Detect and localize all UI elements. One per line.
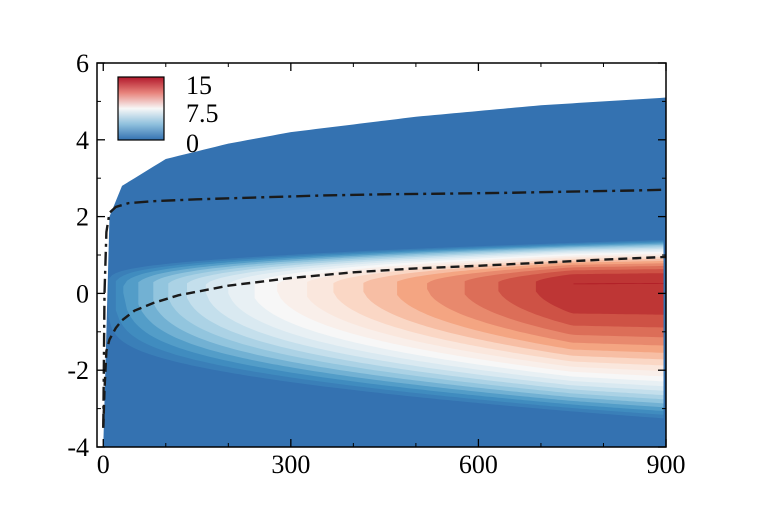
series-lines (102, 188, 666, 428)
dash-dot-series-line (102, 188, 666, 428)
y-tick-label: 2 (76, 203, 89, 232)
y-tick-label: -2 (67, 356, 89, 385)
axis-ticks (97, 62, 667, 448)
x-tick-label: 900 (647, 450, 686, 479)
y-tick-label: 0 (76, 279, 89, 308)
colorbar-label-mid: 7.5 (186, 99, 219, 128)
x-tick-label: 0 (97, 450, 110, 479)
x-tick-label: 600 (459, 450, 498, 479)
colorbar-gradient (117, 76, 165, 141)
dashed-series-line (102, 255, 666, 428)
y-tick-label: 4 (76, 126, 89, 155)
colorbar-legend: 15 7.5 0 (117, 71, 219, 158)
x-tick-label: 300 (271, 450, 310, 479)
y-tick-label: -4 (67, 433, 89, 462)
contour-field (103, 97, 666, 447)
y-tick-label: 6 (76, 49, 89, 78)
colorbar-label-min: 0 (186, 129, 199, 158)
contour-band (573, 283, 664, 285)
colorbar-label-max: 15 (186, 71, 212, 100)
axis-tick-labels: 0 300 600 900 -4 -2 0 2 4 6 (67, 49, 685, 479)
